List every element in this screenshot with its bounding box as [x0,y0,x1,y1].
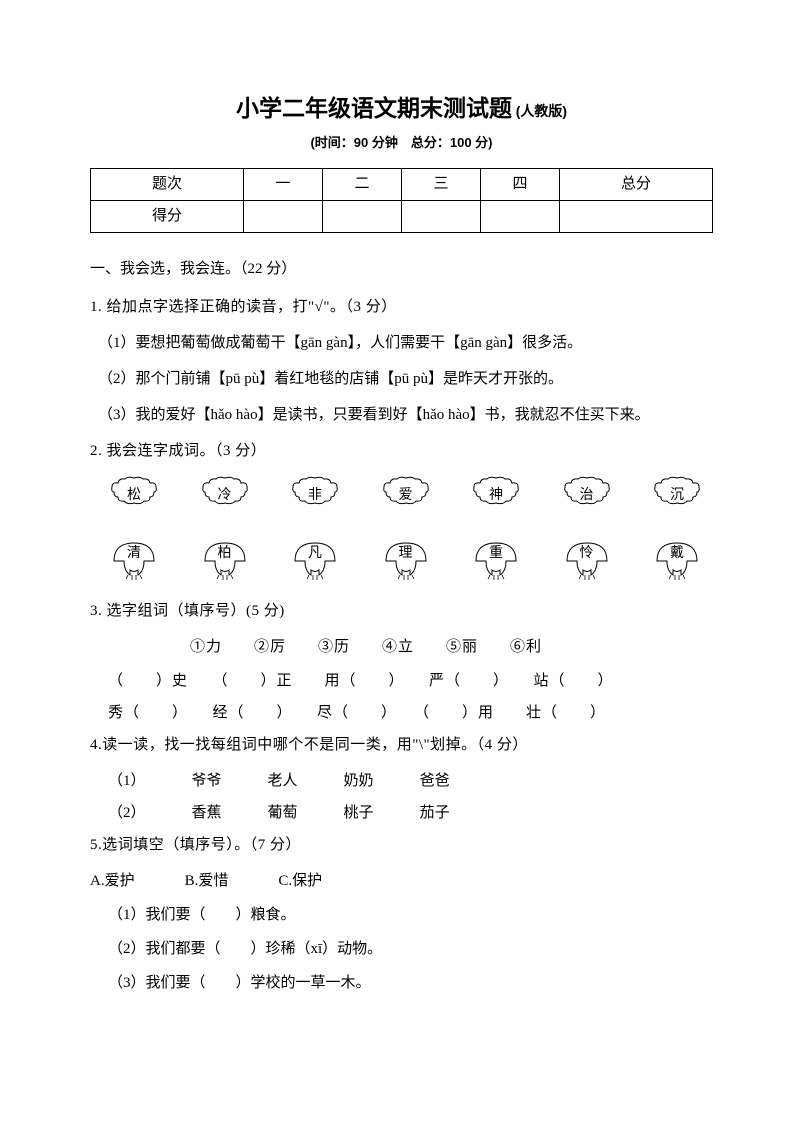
flower-char: 冷 [218,485,232,507]
mushroom-char: 重 [489,543,503,565]
q4-r2: （2） 香蕉 葡萄 桃子 茄子 [90,801,713,825]
q3-row2: 秀（ ） 经（ ） 尽（ ） （ ）用 壮（ ） [90,701,713,725]
mushroom-row: 清柏凡理重怜戴 [90,537,713,581]
q4-title: 4.读一读，找一找每组词中哪个不是同一类，用"\"划掉。（4 分） [90,733,713,757]
th-3: 三 [401,168,480,200]
q4-w: 老人 [268,769,298,793]
flower-char: 神 [489,485,503,507]
q1-i3: （3）我的爱好【hǎo hào】是读书，只要看到好【hǎo hào】书，我就忍不… [90,403,713,427]
flower-char: 治 [580,485,594,507]
q4-w: 奶奶 [344,769,374,793]
flower-item: 非 [289,475,341,519]
th-label: 题次 [91,168,244,200]
flower-char: 沉 [670,485,684,507]
q5-title: 5.选词填空（填序号）。（7 分） [90,833,713,857]
q3-options: ①力 ②厉 ③历 ④立 ⑤丽 ⑥利 [90,635,713,659]
td-3 [401,200,480,232]
flower-item: 冷 [199,475,251,519]
q1-title: 1. 给加点字选择正确的读音，打"√"。（3 分） [90,295,713,319]
flower-item: 沉 [651,475,703,519]
q5-options: A.爱护 B.爱惜 C.保护 [90,869,713,893]
q5-i3: （3）我们要（ ）学校的一草一木。 [90,971,713,995]
flower-char: 非 [308,485,322,507]
mushroom-item: 重 [470,537,522,581]
mushroom-item: 凡 [289,537,341,581]
td-4 [480,200,559,232]
td-label: 得分 [91,200,244,232]
q4-w: 葡萄 [268,801,298,825]
mushroom-char: 戴 [670,543,684,565]
score-table: 题次 一 二 三 四 总分 得分 [90,168,713,233]
q5-opt: A.爱护 [90,869,135,893]
q5-opt: C.保护 [278,869,322,893]
flower-item: 神 [470,475,522,519]
q4-r1-label: （1） [108,769,146,793]
table-row: 得分 [91,200,713,232]
time-info: (时间：90 分钟 总分：100 分) [90,133,713,154]
q2-title: 2. 我会连字成词。（3 分） [90,439,713,463]
q4-w: 桃子 [344,801,374,825]
section-head: 一、我会选，我会连。（22 分） [90,257,713,281]
flower-item: 治 [561,475,613,519]
q1-i1: （1）要想把葡萄做成葡萄干【gān gàn】，人们需要干【gān gàn】很多活… [90,331,713,355]
td-1 [243,200,322,232]
mushroom-item: 理 [380,537,432,581]
q5-i1: （1）我们要（ ）粮食。 [90,903,713,927]
q5-opt: B.爱惜 [185,869,229,893]
q5-i2: （2）我们都要（ ）珍稀（xī）动物。 [90,937,713,961]
q4-w: 香蕉 [192,801,222,825]
table-row: 题次 一 二 三 四 总分 [91,168,713,200]
q1-i2: （2）那个门前铺【pū pù】着红地毯的店铺【pū pù】是昨天才开张的。 [90,367,713,391]
td-2 [322,200,401,232]
flower-item: 爱 [380,475,432,519]
q4-w: 茄子 [420,801,450,825]
th-1: 一 [243,168,322,200]
q4-w: 爸爸 [420,769,450,793]
flower-item: 松 [108,475,160,519]
flower-row: 松冷非爱神治沉 [90,475,713,519]
flower-char: 松 [127,485,141,507]
title-main: 小学二年级语文期末测试题 [236,95,512,121]
mushroom-item: 怜 [561,537,613,581]
mushroom-item: 清 [108,537,160,581]
mushroom-item: 柏 [199,537,251,581]
mushroom-char: 柏 [218,543,232,565]
q4-w: 爷爷 [192,769,222,793]
mushroom-item: 戴 [651,537,703,581]
mushroom-char: 凡 [308,543,322,565]
th-2: 二 [322,168,401,200]
q3-row1: （ ）史 （ ）正 用（ ） 严（ ） 站（ ） [90,669,713,693]
mushroom-char: 理 [399,543,413,565]
th-4: 四 [480,168,559,200]
q3-title: 3. 选字组词（填序号）(5 分) [90,599,713,623]
mushroom-char: 清 [127,543,141,565]
title-edition: (人教版) [516,103,567,119]
title-row: 小学二年级语文期末测试题 (人教版) [90,90,713,127]
td-total [559,200,712,232]
mushroom-char: 怜 [580,543,594,565]
q4-r2-label: （2） [108,801,146,825]
th-total: 总分 [559,168,712,200]
q4-r1: （1） 爷爷 老人 奶奶 爸爸 [90,769,713,793]
flower-char: 爱 [399,485,413,507]
